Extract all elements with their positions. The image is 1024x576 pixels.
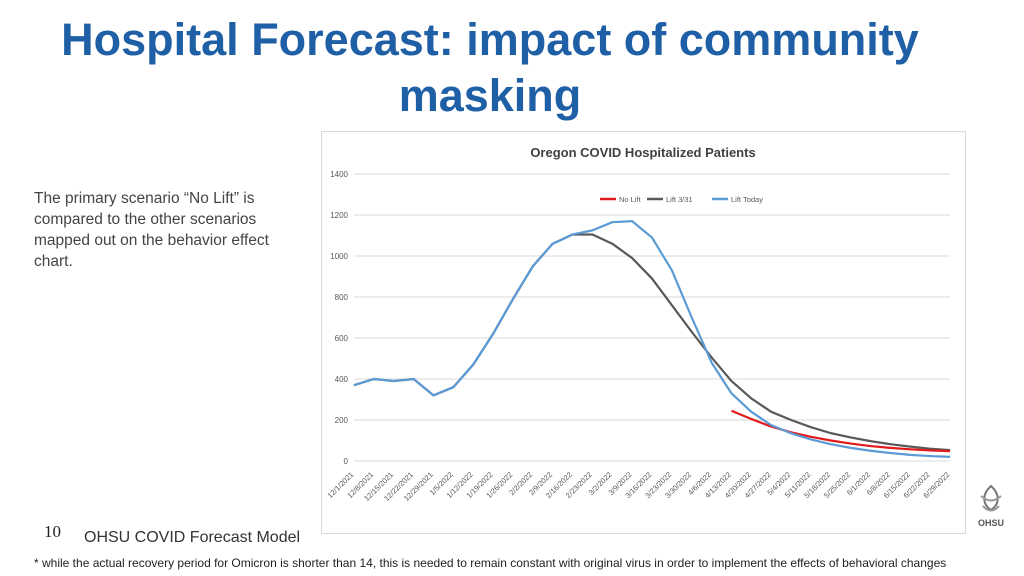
chart-grid xyxy=(354,173,950,462)
page-number: 10 xyxy=(44,522,61,541)
series-line-lift-today xyxy=(353,220,951,458)
series-line-lift-3-31 xyxy=(353,233,951,452)
y-axis: 0 200 400 600 800 1000 1200 1400 xyxy=(330,170,348,466)
chart-svg: Oregon COVID Hospitalized Patients 0 200 4… xyxy=(325,145,951,503)
ohsu-logo-icon xyxy=(980,484,1002,512)
x-axis: 12/1/202112/8/202112/15/202112/22/202112… xyxy=(325,470,951,503)
y-tick-label: 600 xyxy=(335,334,349,343)
chart-series xyxy=(353,220,951,458)
hospitalized-patients-chart: Oregon COVID Hospitalized Patients 0 200 4… xyxy=(321,131,966,534)
footnote: * while the actual recovery period for O… xyxy=(34,556,947,570)
chart-title: Oregon COVID Hospitalized Patients xyxy=(530,145,755,160)
y-tick-label: 1000 xyxy=(330,252,348,261)
y-tick-label: 1400 xyxy=(330,170,348,179)
scenario-description: The primary scenario “No Lift” is compar… xyxy=(34,190,269,270)
y-tick-label: 400 xyxy=(335,375,349,384)
y-tick-label: 0 xyxy=(344,457,349,466)
footer-label: OHSU COVID Forecast Model xyxy=(84,529,301,546)
slide-title: Hospital Forecast: impact of community m… xyxy=(61,14,919,121)
y-tick-label: 200 xyxy=(335,416,349,425)
y-tick-label: 1200 xyxy=(330,211,348,220)
logo-text: OHSU xyxy=(977,518,1004,528)
legend-label: Lift Today xyxy=(731,195,763,204)
legend-label: No Lift xyxy=(619,195,642,204)
series-line-no-lift xyxy=(731,409,951,453)
legend-label: Lift 3/31 xyxy=(666,195,693,204)
chart-legend: No Lift Lift 3/31 Lift Today xyxy=(600,195,763,204)
y-tick-label: 800 xyxy=(335,293,349,302)
